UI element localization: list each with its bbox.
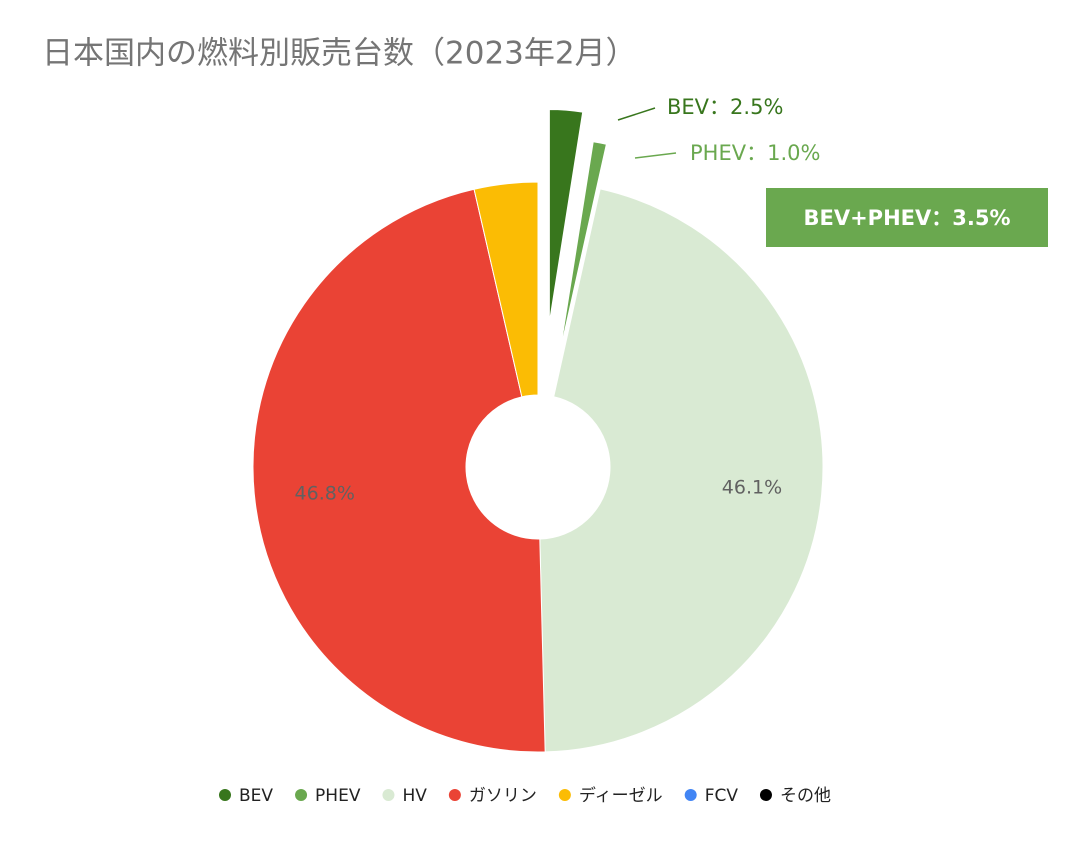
legend-label: ディーゼル [579, 785, 663, 806]
value-label: 46.8% [295, 482, 355, 504]
annotation-box [766, 188, 1048, 247]
legend-marker [219, 789, 231, 801]
slice [539, 188, 824, 753]
annotation: BEV+PHEV：3.5% [803, 206, 1010, 230]
value-label: PHEV：1.0% [690, 141, 820, 165]
leader-line [617, 107, 656, 121]
slice [559, 141, 607, 353]
legend-label: BEV [239, 786, 273, 806]
legend-marker [558, 789, 571, 801]
value-label: 46.1% [722, 476, 782, 498]
legend-marker [382, 789, 395, 801]
legend-label: ガソリン [469, 786, 537, 806]
slice [252, 188, 546, 753]
legend-label: HV [402, 786, 427, 806]
legend-marker [448, 789, 461, 801]
legend-label: PHEV [315, 786, 361, 806]
legend-label: FCV [705, 786, 739, 806]
legend-label: その他 [780, 786, 831, 806]
chart-title: 日本国内の燃料別販売台数（2023年2月） [42, 36, 637, 72]
legend-marker [759, 789, 772, 801]
legend-marker [295, 789, 308, 801]
slice [473, 181, 539, 398]
legend-marker [684, 789, 697, 801]
value-label: BEV：2.5% [667, 95, 783, 119]
leader-line [634, 152, 677, 159]
slice [548, 108, 584, 323]
